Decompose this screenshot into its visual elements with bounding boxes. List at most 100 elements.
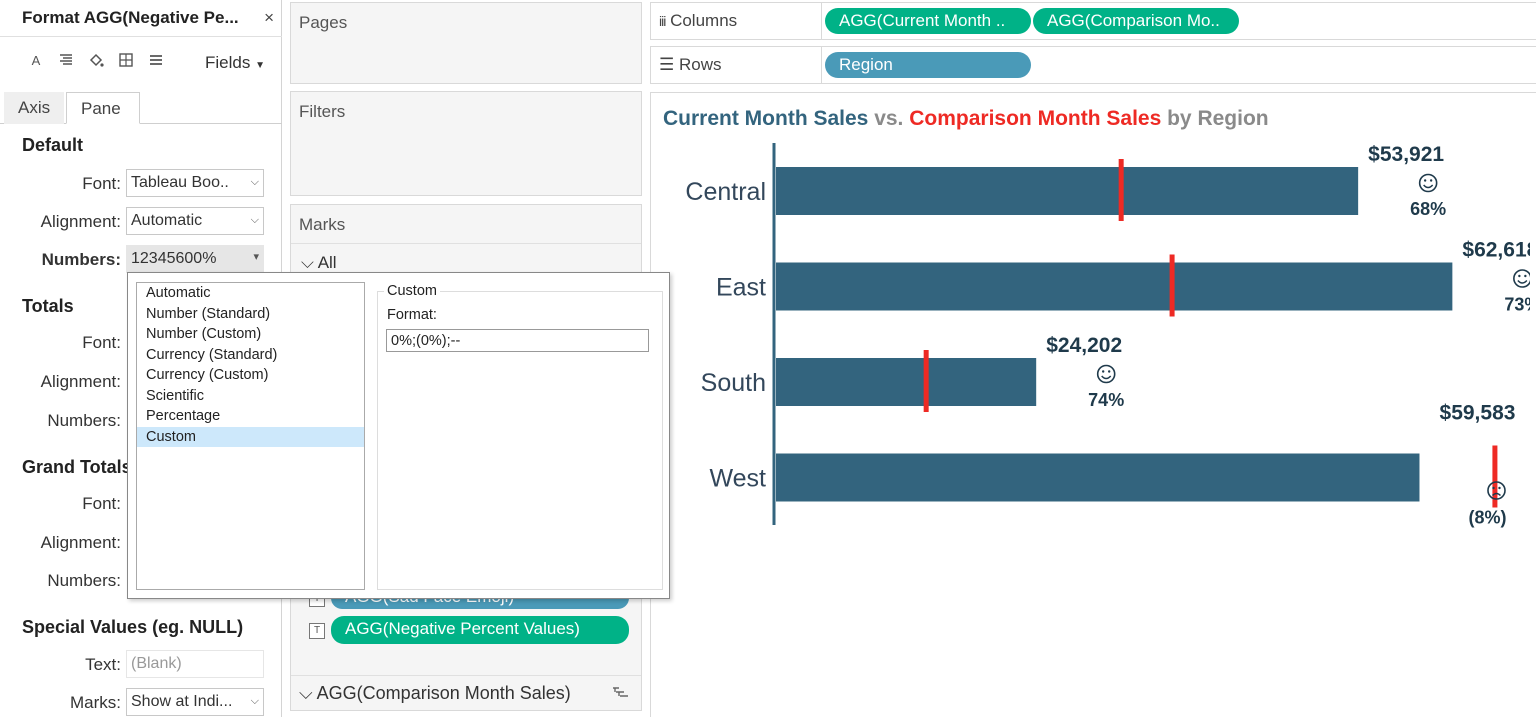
marks-all-row[interactable]: ⌵ All — [301, 253, 337, 273]
detail-measure-label: AGG(Comparison Month Sales) — [316, 683, 571, 703]
format-pane-header: Format AGG(Negative Pe... × — [0, 0, 282, 37]
format-pane-title: Format AGG(Negative Pe... — [22, 8, 239, 27]
format-option[interactable]: Currency (Custom) — [146, 367, 269, 383]
special-text-label: Text: — [85, 655, 121, 674]
bar-west — [776, 453, 1420, 502]
format-label: Format: — [387, 307, 437, 323]
font-icon[interactable]: A — [31, 53, 41, 68]
special-text-input[interactable]: (Blank) — [126, 650, 264, 678]
chevron-down-icon: ⌵ — [250, 214, 259, 226]
chevron-down-icon: ⌵ — [250, 176, 259, 188]
totals-alignment-label: Alignment: — [40, 372, 121, 391]
text-icon: T — [309, 623, 325, 639]
special-marks-select[interactable]: Show at Indi... ⌵ — [126, 688, 264, 716]
default-numbers-select[interactable]: 12345600% ▾ — [126, 245, 264, 273]
measure-icon[interactable] — [611, 685, 631, 706]
section-special-values: Special Values (eg. NULL) — [22, 617, 244, 637]
caret-down-icon: ▾ — [253, 251, 259, 263]
shelf-divider — [821, 3, 822, 39]
pill-comparison-month-sales[interactable]: AGG(Comparison Mo.. — [1033, 8, 1239, 34]
row-label-west: West — [710, 465, 767, 493]
smiley-face-icon — [1096, 364, 1116, 384]
special-text-placeholder: (Blank) — [131, 655, 182, 672]
custom-group-title: Custom — [384, 283, 440, 299]
percent-label-west: (8%) — [1468, 508, 1506, 528]
default-font-select[interactable]: Tableau Boo.. ⌵ — [126, 169, 264, 197]
default-font-label: Font: — [82, 174, 121, 193]
reference-line-west — [1492, 445, 1498, 508]
section-totals: Totals — [22, 296, 74, 316]
format-option[interactable]: Percentage — [146, 408, 221, 424]
emoji-eye-icon — [1423, 179, 1427, 182]
grand-totals-numbers-label: Numbers: — [47, 571, 121, 590]
rows-shelf-label: ☰ Rows — [659, 55, 722, 75]
marks-all-label: All — [317, 253, 337, 272]
pill-region[interactable]: Region — [825, 52, 1031, 78]
emoji-eye-icon — [1107, 370, 1111, 373]
default-numbers-label: Numbers: — [41, 250, 121, 269]
chart-title: Current Month Sales vs. Comparison Month… — [663, 107, 1269, 131]
default-alignment-value: Automatic — [131, 212, 203, 229]
rows-shelf: ☰ Rows Region — [650, 46, 1536, 84]
borders-icon[interactable] — [116, 53, 136, 71]
pages-title: Pages — [299, 13, 348, 32]
columns-label-text: Columns — [670, 11, 738, 30]
tab-axis[interactable]: Axis — [4, 92, 65, 124]
lines-icon[interactable] — [146, 53, 166, 71]
format-tabs: Axis Pane — [0, 92, 282, 124]
reference-line-central — [1118, 159, 1124, 221]
special-marks-value: Show at Indi... — [131, 693, 233, 710]
title-comparison-month-sales: Comparison Month Sales — [909, 107, 1162, 130]
section-default: Default — [22, 135, 84, 155]
title-vs: vs. — [868, 107, 910, 130]
emoji-mouth-icon — [1423, 184, 1434, 189]
value-label-west: $59,583 — [1440, 402, 1516, 425]
shading-icon[interactable] — [86, 53, 106, 73]
title-by-region: by Region — [1161, 107, 1269, 130]
grand-totals-font-label: Font: — [82, 494, 121, 513]
align-icon[interactable] — [56, 53, 76, 71]
emoji-eye-icon — [1498, 486, 1501, 490]
reference-line-east — [1169, 254, 1175, 317]
format-option[interactable]: Custom — [137, 426, 364, 447]
title-current-month-sales: Current Month Sales — [663, 107, 869, 130]
tab-pane[interactable]: Pane — [66, 92, 140, 124]
percent-label-east: 73% — [1504, 295, 1530, 315]
format-option[interactable]: Currency (Standard) — [146, 346, 278, 363]
rows-icon: ☰ — [659, 55, 675, 74]
bar-central — [776, 167, 1359, 215]
columns-icon: iii — [659, 13, 666, 29]
detail-measure-row[interactable]: ⌵ AGG(Comparison Month Sales) — [299, 683, 571, 704]
emoji-eye-icon — [1524, 274, 1527, 278]
default-alignment-select[interactable]: Automatic ⌵ — [126, 207, 264, 235]
marks-title: Marks — [299, 215, 346, 234]
format-option[interactable]: Scientific — [146, 387, 205, 404]
sad-face-icon — [1487, 481, 1506, 500]
pages-card[interactable]: Pages — [290, 2, 642, 84]
totals-numbers-label: Numbers: — [47, 411, 121, 430]
row-label-central: Central — [685, 178, 766, 206]
close-icon[interactable]: × — [264, 8, 274, 27]
section-grand-totals: Grand Totals — [22, 457, 132, 477]
smiley-face-icon — [1418, 173, 1438, 193]
emoji-eye-icon — [1492, 486, 1495, 490]
chevron-down-icon: ⌵ — [301, 253, 314, 272]
bar-chart[interactable]: Central $53,921 68% East $62,618 73% South $24,… — [650, 130, 1530, 540]
number-format-list[interactable]: Automatic Number (Standard) Number (Custom… — [136, 282, 365, 590]
emoji-eye-icon — [1101, 370, 1105, 373]
format-option[interactable]: Number (Standard) — [146, 305, 271, 322]
fields-dropdown[interactable]: Fields ▼ — [205, 53, 265, 73]
pill-current-month-sales[interactable]: AGG(Current Month .. — [825, 8, 1031, 34]
totals-font-label: Font: — [82, 333, 121, 352]
bar-east — [776, 262, 1453, 311]
value-label-south: $24,202 — [1046, 334, 1122, 357]
filters-card[interactable]: Filters — [290, 91, 642, 196]
shelf-divider — [821, 47, 822, 83]
format-option[interactable]: Number (Custom) — [146, 326, 262, 342]
caret-down-icon: ▼ — [255, 60, 265, 71]
pill-negative-percent-values[interactable]: AGG(Negative Percent Values) — [331, 616, 629, 644]
default-numbers-value: 12345600% — [131, 250, 217, 267]
format-input[interactable] — [386, 329, 649, 352]
fields-label: Fields — [205, 53, 251, 72]
format-option[interactable]: Automatic — [146, 285, 211, 301]
